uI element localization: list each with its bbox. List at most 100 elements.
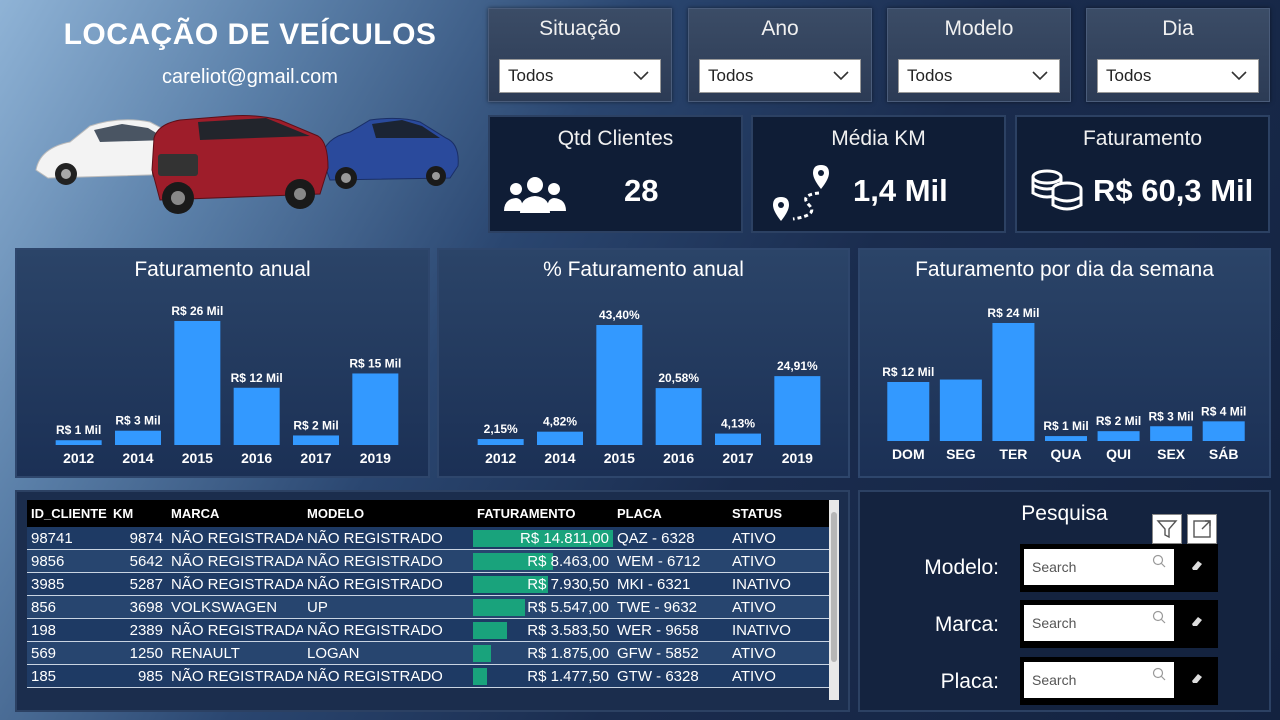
data-label: 24,91%: [777, 359, 818, 373]
chart-title: % Faturamento anual: [543, 258, 744, 281]
eraser-icon[interactable]: [1190, 671, 1204, 685]
data-label: R$ 1 Mil: [1043, 419, 1088, 433]
bar-2016[interactable]: [233, 387, 280, 445]
cell-placa: WEM - 6712: [617, 552, 701, 570]
filter-ano-value: Todos: [708, 66, 754, 85]
category-label: SÁB: [1209, 446, 1239, 462]
bar-2019[interactable]: [774, 376, 821, 445]
col-header-faturamento[interactable]: FATURAMENTO: [477, 506, 576, 521]
search-marca: Search: [1020, 600, 1218, 648]
bar-2012[interactable]: [477, 439, 524, 445]
bar-QUI[interactable]: [1097, 431, 1140, 441]
cell-faturamento: R$ 5.547,00: [473, 598, 613, 616]
data-label: R$ 2 Mil: [293, 418, 338, 432]
search-placa-input[interactable]: Search: [1024, 662, 1174, 698]
cell-id: 98741: [31, 529, 73, 547]
category-label: 2014: [122, 450, 153, 466]
data-label: R$ 26 Mil: [171, 304, 223, 318]
bar-2015[interactable]: [174, 321, 221, 445]
bar-2017[interactable]: [715, 433, 761, 445]
bar-2019[interactable]: [352, 373, 399, 445]
table-row[interactable]: 98741 9874 NÃO REGISTRADA NÃO REGISTRADO R$ …: [27, 527, 839, 550]
bar-SEG[interactable]: [939, 379, 982, 441]
expand-icon[interactable]: [1187, 514, 1217, 544]
cell-faturamento: R$ 14.811,00: [473, 529, 613, 547]
bar-2014[interactable]: [115, 430, 161, 445]
bar-DOM[interactable]: [887, 382, 930, 441]
faturamento-value: R$ 14.811,00: [520, 529, 609, 547]
chart-faturamento-anual-plot: R$ 1 Mil 2012 R$ 3 Mil 2014 R$ 26 Mil 2015 R$ …: [55, 304, 401, 466]
bar-2016[interactable]: [655, 388, 702, 445]
faturamento-data-bar: [473, 644, 491, 662]
col-header-id[interactable]: ID_CLIENTE: [31, 506, 107, 521]
eraser-icon[interactable]: [1190, 614, 1204, 628]
cell-faturamento: R$ 1.875,00: [473, 644, 613, 662]
faturamento-data-bar: [473, 552, 553, 570]
filter-modelo-select[interactable]: Todos: [898, 59, 1060, 93]
bar-QUA[interactable]: [1045, 436, 1087, 441]
table-row[interactable]: 856 3698 VOLKSWAGEN UP R$ 5.547,00 TWE - 9632…: [27, 596, 839, 619]
bar-2014[interactable]: [537, 431, 583, 445]
bar-SEX[interactable]: [1150, 426, 1193, 441]
table-row[interactable]: 9856 5642 NÃO REGISTRADA NÃO REGISTRADO R$ 8…: [27, 550, 839, 573]
col-header-status[interactable]: STATUS: [732, 506, 783, 521]
cell-placa: GFW - 5852: [617, 644, 699, 662]
search-marca-input[interactable]: Search: [1024, 605, 1174, 641]
table-row[interactable]: 569 1250 RENAULT LOGAN R$ 1.875,00 GFW - 5852…: [27, 642, 839, 665]
cell-km: 9874: [129, 529, 163, 547]
faturamento-value: R$ 5.547,00: [527, 598, 609, 616]
bar-2017[interactable]: [293, 435, 339, 445]
data-label: 43,40%: [599, 308, 640, 322]
chevron-down-icon: [833, 71, 849, 81]
search-icon: [1152, 554, 1166, 568]
category-label: 2017: [722, 450, 753, 466]
data-label: R$ 24 Mil: [987, 306, 1039, 320]
category-label: 2019: [782, 450, 813, 466]
filter-dia-label: Dia: [1162, 17, 1194, 40]
data-label: R$ 15 Mil: [349, 356, 401, 370]
cars-illustration: [35, 115, 459, 214]
col-header-modelo[interactable]: MODELO: [307, 506, 365, 521]
filter-icon[interactable]: [1152, 514, 1182, 544]
cell-km: 985: [137, 667, 163, 685]
cell-faturamento: R$ 1.477,50: [473, 667, 613, 685]
search-modelo-input[interactable]: Search: [1024, 549, 1174, 585]
bar-SÁB[interactable]: [1202, 421, 1245, 441]
cell-faturamento: R$ 8.463,00: [473, 552, 613, 570]
eraser-icon[interactable]: [1190, 558, 1204, 572]
bar-2015[interactable]: [596, 325, 643, 445]
route-icon: [773, 165, 829, 221]
cell-marca: NÃO REGISTRADA: [171, 529, 303, 547]
col-header-marca[interactable]: MARCA: [171, 506, 220, 521]
filter-situacao-select[interactable]: Todos: [499, 59, 661, 93]
category-label: 2019: [360, 450, 391, 466]
filter-ano-select[interactable]: Todos: [699, 59, 861, 93]
filter-modelo-value: Todos: [907, 66, 953, 85]
table-row[interactable]: 198 2389 NÃO REGISTRADA NÃO REGISTRADO R$ 3.…: [27, 619, 839, 642]
scrollbar-thumb[interactable]: [831, 512, 837, 662]
filter-situacao-value: Todos: [508, 66, 554, 85]
search-placa-label: Placa:: [940, 670, 999, 693]
cell-marca: NÃO REGISTRADA: [171, 552, 303, 570]
faturamento-value: R$ 8.463,00: [527, 552, 609, 570]
cell-status: ATIVO: [732, 598, 776, 616]
cell-id: 856: [31, 598, 57, 616]
bar-2012[interactable]: [55, 440, 102, 445]
kpi-km-label: Média KM: [831, 127, 926, 150]
filter-dia-select[interactable]: Todos: [1097, 59, 1259, 93]
search-panel: Pesquisa Modelo: Search Marca: Search Pl…: [858, 490, 1271, 712]
cell-status: ATIVO: [732, 529, 776, 547]
category-label: 2014: [544, 450, 575, 466]
filter-ano: Ano Todos: [688, 8, 872, 102]
bar-TER[interactable]: [992, 323, 1035, 441]
cell-modelo: NÃO REGISTRADO: [307, 529, 443, 547]
col-header-km[interactable]: KM: [113, 506, 134, 521]
cell-marca: VOLKSWAGEN: [171, 598, 278, 616]
cell-marca: NÃO REGISTRADA: [171, 621, 303, 639]
cell-placa: MKI - 6321: [617, 575, 691, 593]
table-scrollbar[interactable]: [829, 500, 839, 700]
faturamento-value: R$ 1.477,50: [527, 667, 609, 685]
table-row[interactable]: 185 985 NÃO REGISTRADA NÃO REGISTRADO R$ 1.4…: [27, 665, 839, 688]
col-header-placa[interactable]: PLACA: [617, 506, 662, 521]
table-row[interactable]: 3985 5287 NÃO REGISTRADA NÃO REGISTRADO R$ 7…: [27, 573, 839, 596]
